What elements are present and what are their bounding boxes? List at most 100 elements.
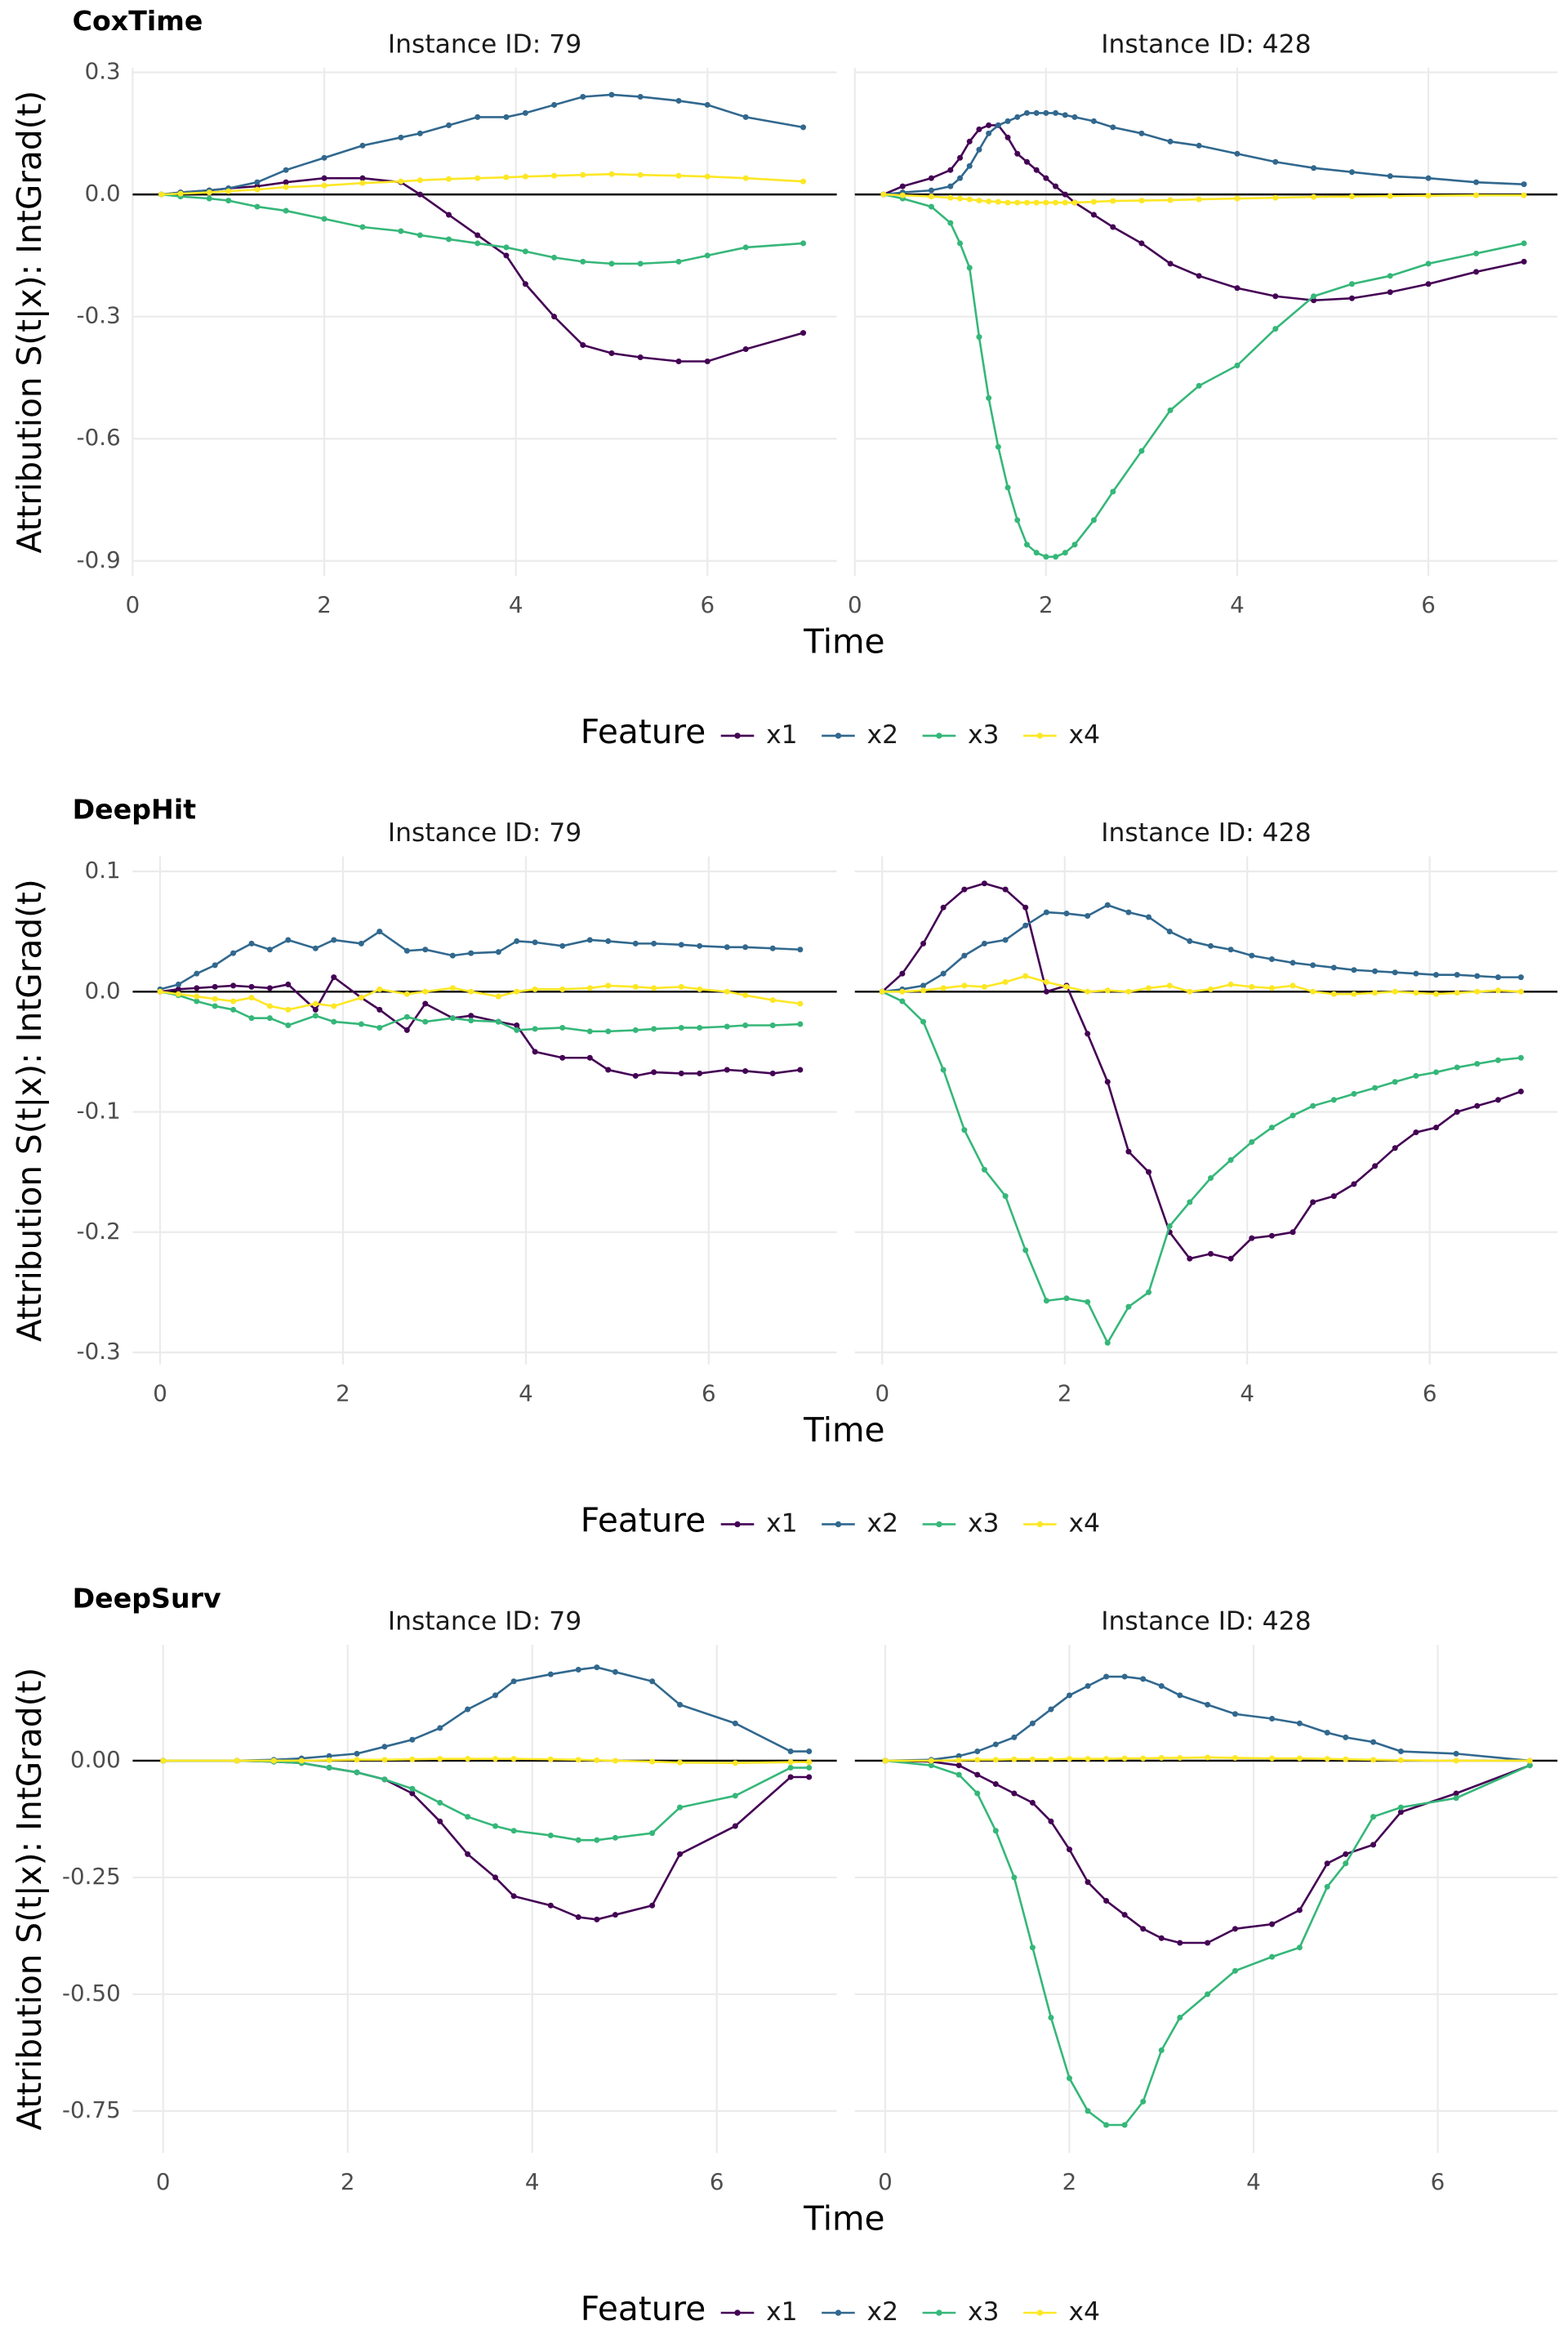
data-point [769,1070,776,1076]
data-point [359,224,366,230]
data-point [608,350,615,357]
data-point [961,982,968,989]
data-point [1453,1790,1459,1797]
data-point [992,1828,999,1834]
data-point [1232,1926,1238,1932]
data-point [605,938,612,944]
data-point [632,940,639,947]
data-point [1227,1156,1234,1163]
data-point [1290,982,1296,989]
data-point [1387,273,1393,279]
data-point [732,1793,738,1799]
data-point [806,1759,813,1766]
data-point [510,1678,517,1685]
data-point [1351,1090,1357,1097]
data-point [1310,1199,1316,1205]
data-point [510,1828,517,1834]
data-point [416,130,423,136]
data-point [1103,2122,1110,2128]
data-point [1140,1676,1147,1682]
data-point [1454,1064,1460,1071]
data-point [1014,150,1021,157]
data-point [1011,1874,1018,1881]
data-point [1387,193,1393,199]
data-point [678,1024,684,1031]
data-point [995,122,1001,128]
data-point [1166,929,1173,935]
data-point [1085,1756,1091,1762]
x-tick-label: 2 [341,2168,355,2195]
x-tick-label: 2 [317,591,332,618]
data-point [1234,285,1241,292]
data-point [1033,199,1040,206]
data-point [1053,183,1059,189]
data-point [1432,972,1439,978]
data-point [1043,1298,1049,1304]
data-point [1085,1298,1091,1305]
data-point [1033,109,1040,116]
data-point [920,987,927,994]
data-point [212,996,218,1002]
data-point [966,138,973,145]
data-point [1290,960,1296,966]
panel-subtitle: Instance ID: 79 [388,1606,581,1636]
data-point [1311,165,1317,172]
data-point [495,993,501,1000]
data-point [580,172,586,178]
data-point [1348,295,1355,301]
data-point [742,944,749,951]
data-point [1351,1181,1357,1187]
series-line [881,882,1521,1260]
data-point [1454,972,1460,978]
data-point [194,993,200,1000]
data-point [800,330,807,336]
data-point [1033,167,1040,173]
y-axis-title: Attribution S(t|x): IntGrad(t) [10,1668,49,2131]
data-point [724,1067,730,1073]
data-point [1063,1295,1070,1302]
data-point [678,983,684,990]
data-point [974,1757,981,1763]
data-point [1494,974,1501,981]
data-point [437,1725,443,1731]
data-point [605,1028,612,1035]
data-point [285,1022,292,1029]
data-point [409,1785,416,1792]
data-point [206,195,212,202]
data-point [532,1026,538,1032]
x-tick-label: 0 [878,2168,893,2195]
y-tick-label: -0.3 [77,1338,121,1365]
y-axis-title: Attribution S(t|x): IntGrad(t) [10,879,49,1342]
series-line [882,974,1521,996]
data-point [194,998,200,1004]
data-point [474,114,481,120]
data-point [1158,1755,1165,1762]
x-tick-label: 4 [1230,591,1245,618]
data-point [1370,1814,1377,1820]
data-point [1296,1944,1303,1951]
data-point [559,1024,566,1031]
data-point [732,1720,738,1726]
data-point [974,1748,981,1755]
data-point [594,1664,600,1671]
data-point [1063,983,1070,990]
data-point [1311,297,1317,304]
legend-key-point [734,733,741,739]
data-point [492,1692,499,1699]
data-point [675,97,682,104]
data-point [422,947,429,953]
data-point [1249,1235,1255,1241]
data-point [1125,1303,1132,1310]
x-tick-label: 0 [126,591,140,618]
y-tick-label: -0.3 [77,302,121,329]
data-point [465,1814,471,1820]
data-point [1268,956,1275,963]
data-point [651,1069,657,1076]
data-point [957,240,964,247]
data-point [1432,1125,1439,1131]
x-tick-label: 6 [1421,591,1436,618]
data-point [940,970,947,977]
data-point [957,175,964,181]
data-point [1205,1991,1211,1998]
data-point [285,937,292,943]
